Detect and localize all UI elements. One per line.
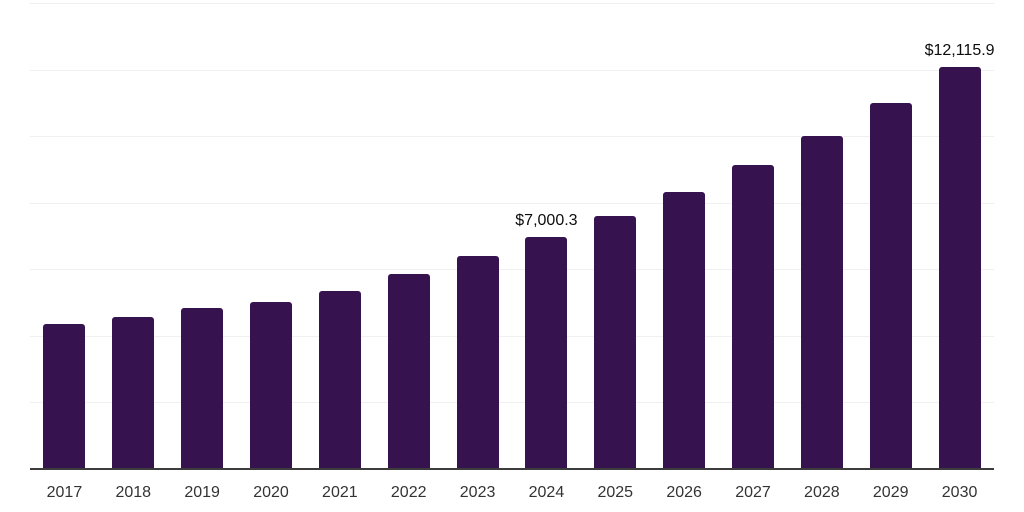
bar-2023 bbox=[456, 255, 499, 470]
x-axis-labels: 2017 2018 2019 2020 2021 2022 2023 2024 2025 2026… bbox=[30, 483, 994, 507]
bar-2018 bbox=[112, 316, 155, 470]
bar-value-label-2030: $12,115.9 bbox=[924, 41, 995, 59]
bar-2021 bbox=[318, 290, 361, 470]
x-tick-label-2026: 2026 bbox=[666, 484, 702, 501]
x-tick-label-2017: 2017 bbox=[46, 484, 83, 501]
x-tick-label-2030: 2030 bbox=[941, 484, 978, 501]
grid-line bbox=[30, 269, 994, 271]
bar-2019 bbox=[181, 308, 224, 470]
x-tick-label-2028: 2028 bbox=[804, 484, 840, 501]
x-axis-line bbox=[30, 468, 994, 470]
x-tick-label-2027: 2027 bbox=[735, 484, 771, 501]
grid-line bbox=[30, 202, 994, 204]
x-tick-label-2023: 2023 bbox=[459, 484, 496, 501]
grid-line bbox=[30, 69, 994, 71]
bar-2030 bbox=[938, 66, 981, 470]
bar-2027 bbox=[732, 165, 774, 470]
bar-2022 bbox=[387, 274, 430, 470]
bar-2028 bbox=[800, 135, 843, 470]
bar-2017 bbox=[43, 324, 86, 470]
x-tick-label-2020: 2020 bbox=[253, 484, 289, 501]
plot-area: $7,000.3 $12,115.9 bbox=[30, 0, 995, 470]
x-tick-label-2019: 2019 bbox=[184, 484, 220, 501]
x-tick-label-2024: 2024 bbox=[528, 484, 565, 501]
bar-2026 bbox=[663, 191, 706, 470]
grid-line bbox=[30, 402, 994, 404]
grid-line bbox=[30, 3, 994, 4]
x-tick-label-2018: 2018 bbox=[115, 484, 152, 501]
x-tick-label-2021: 2021 bbox=[322, 484, 358, 501]
grid-line bbox=[30, 136, 994, 138]
bar-value-label-2024: $7,000.3 bbox=[515, 212, 578, 229]
bar-2024 bbox=[525, 237, 568, 470]
grid-line bbox=[30, 335, 994, 337]
bar-2020 bbox=[250, 302, 292, 470]
bar-2025 bbox=[594, 216, 637, 470]
x-tick-label-2029: 2029 bbox=[872, 484, 909, 501]
x-tick-label-2022: 2022 bbox=[390, 484, 427, 501]
bar-2029 bbox=[869, 103, 912, 470]
x-tick-label-2025: 2025 bbox=[597, 484, 634, 501]
